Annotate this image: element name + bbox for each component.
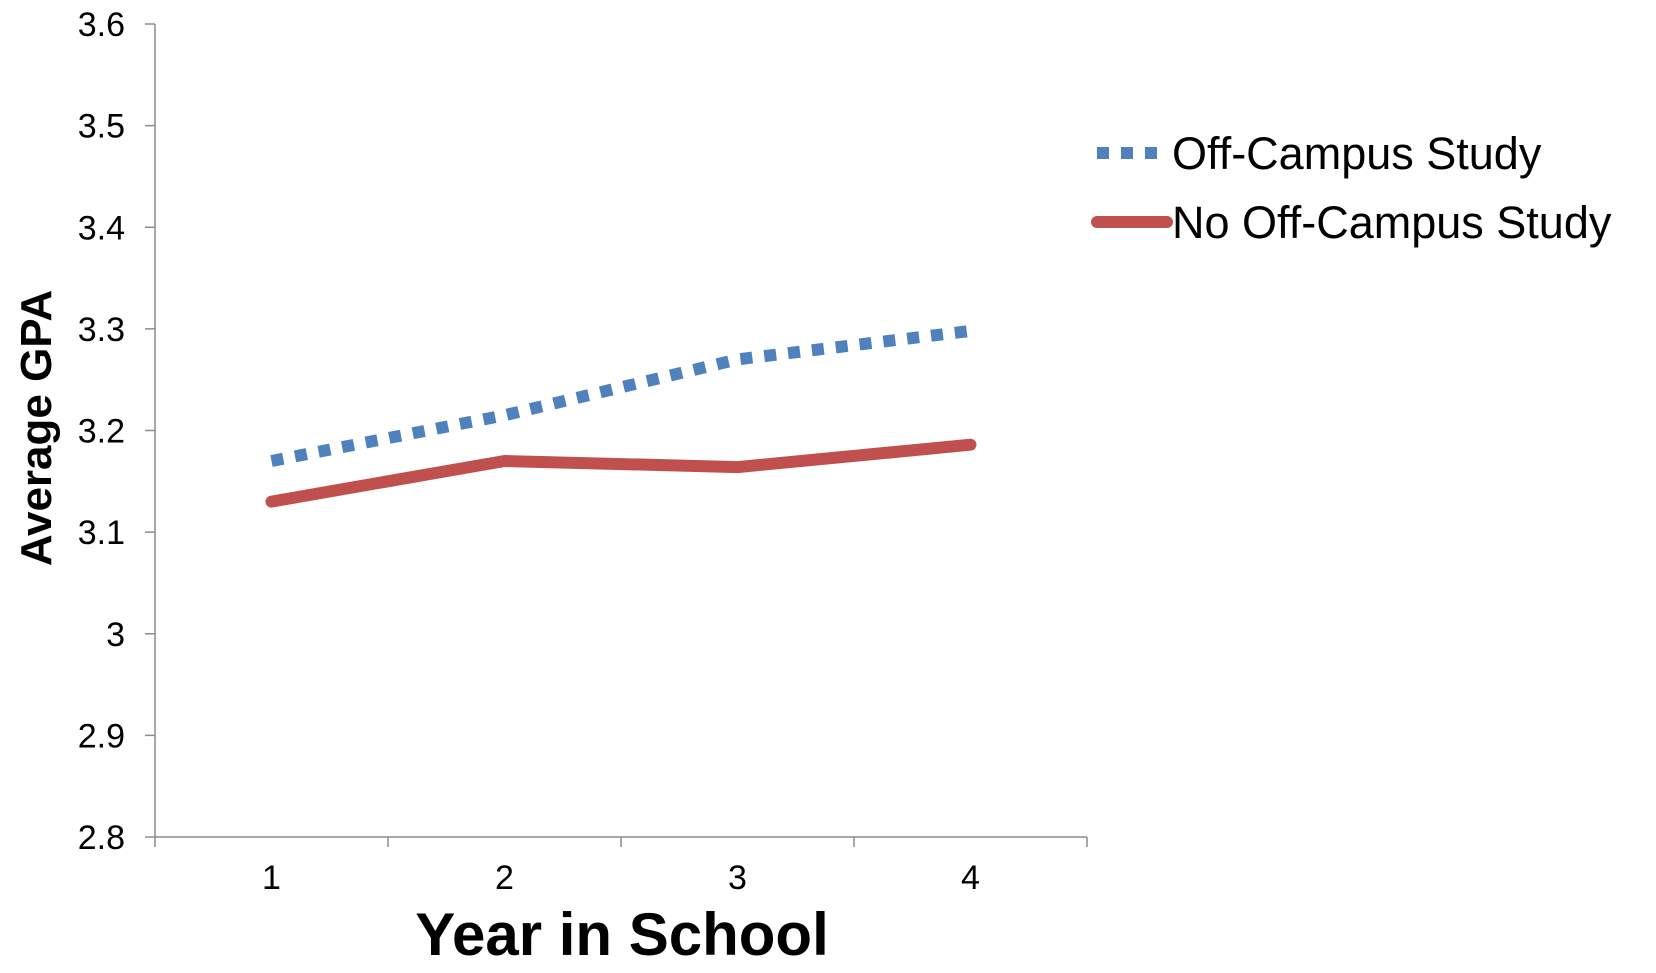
y-axis: 2.8 2.9 3 3.1 3.2 3.3 3.4 3.5 3.6 <box>78 6 156 857</box>
y-tick-label: 3.5 <box>78 108 125 146</box>
y-tick-label: 3.2 <box>78 413 125 451</box>
x-tick-label: 4 <box>961 859 980 897</box>
legend-label-1: Off-Campus Study <box>1172 128 1542 179</box>
x-tick-label: 1 <box>262 859 281 897</box>
series-lines <box>265 324 977 508</box>
x-tick-label: 2 <box>495 859 514 897</box>
y-tick-label: 3.4 <box>78 209 125 247</box>
legend-label-2: No Off-Campus Study <box>1172 197 1612 248</box>
series-line-1 <box>270 324 972 467</box>
y-tick-label: 2.8 <box>78 819 125 857</box>
x-axis-title: Year in School <box>415 901 828 968</box>
x-axis: 1 2 3 4 <box>154 836 1088 897</box>
y-tick-label: 2.9 <box>78 717 125 755</box>
series-line-2 <box>265 438 977 508</box>
y-axis-title: Average GPA <box>12 290 61 566</box>
legend: Off-Campus Study No Off-Campus Study <box>1091 128 1612 248</box>
y-tick-label: 3 <box>106 616 125 654</box>
y-tick-label: 3.3 <box>78 311 125 349</box>
y-tick-label: 3.6 <box>78 6 125 44</box>
x-tick-label: 3 <box>728 859 747 897</box>
y-tick-label: 3.1 <box>78 514 125 552</box>
